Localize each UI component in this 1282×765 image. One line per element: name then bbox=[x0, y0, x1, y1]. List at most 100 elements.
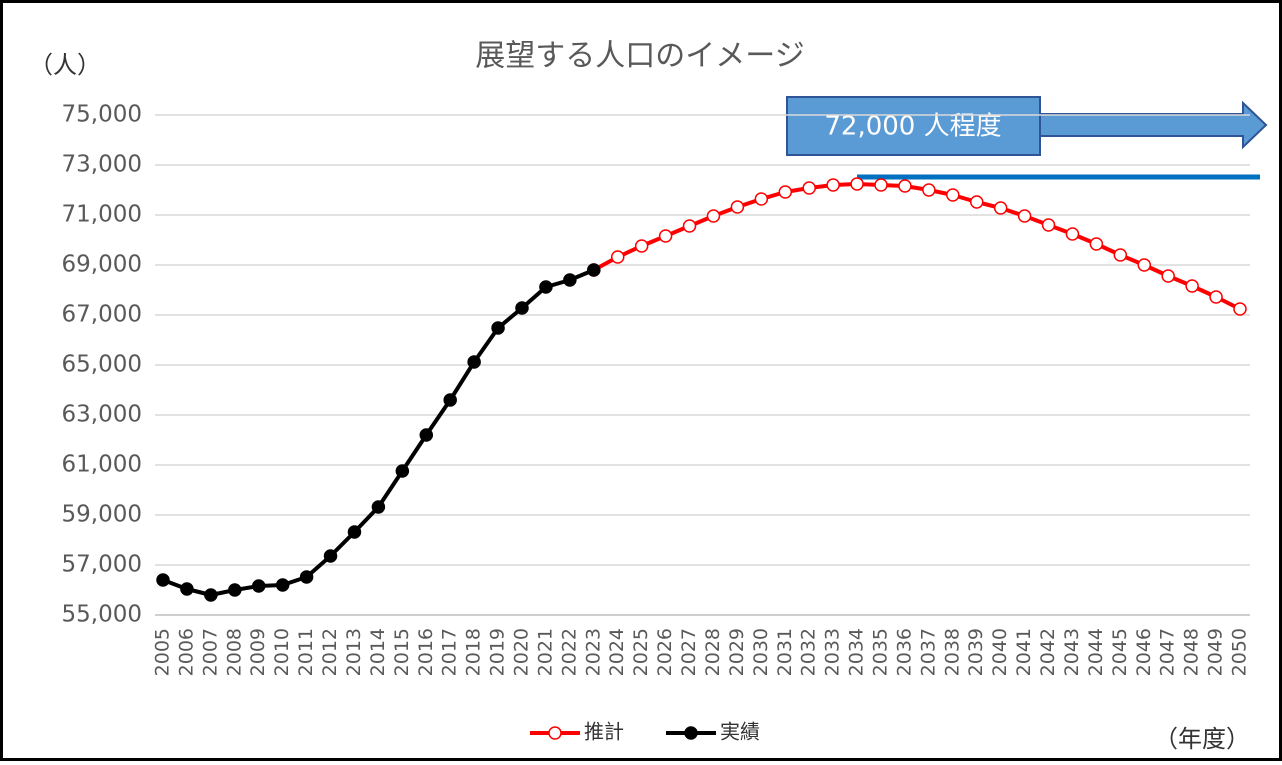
x-tick-label: 2016 bbox=[415, 628, 437, 676]
x-tick-label: 2047 bbox=[1157, 628, 1179, 676]
x-tick-label: 2029 bbox=[726, 628, 748, 676]
x-tick-label: 2011 bbox=[295, 628, 317, 676]
marker bbox=[1089, 237, 1104, 251]
marker bbox=[180, 582, 194, 596]
marker bbox=[443, 393, 457, 407]
y-tick-label: 69,000 bbox=[62, 252, 142, 278]
legend-marker bbox=[548, 726, 562, 740]
x-tick-label: 2041 bbox=[1013, 628, 1035, 676]
x-tick-label: 2044 bbox=[1085, 628, 1107, 676]
y-tick-label: 73,000 bbox=[62, 152, 142, 178]
marker bbox=[299, 570, 314, 584]
x-tick-label: 2048 bbox=[1181, 628, 1203, 676]
marker bbox=[323, 549, 338, 563]
marker bbox=[347, 525, 362, 539]
x-tick-label: 2039 bbox=[965, 628, 987, 676]
y-tick-label: 75,000 bbox=[62, 102, 142, 128]
legend-label: 実績 bbox=[720, 720, 760, 744]
marker bbox=[682, 219, 697, 233]
x-tick-label: 2046 bbox=[1133, 628, 1155, 676]
legend-label: 推計 bbox=[584, 720, 624, 744]
marker bbox=[419, 428, 434, 442]
x-tick-label: 2013 bbox=[343, 628, 365, 676]
marker bbox=[371, 500, 386, 514]
marker bbox=[946, 188, 960, 202]
x-tick-label: 2043 bbox=[1061, 628, 1083, 676]
marker bbox=[1017, 209, 1032, 223]
marker bbox=[1041, 218, 1056, 232]
marker bbox=[1137, 258, 1152, 272]
marker bbox=[874, 178, 888, 192]
series-line bbox=[592, 182, 1241, 311]
x-tick-label: 2031 bbox=[774, 628, 796, 676]
marker bbox=[539, 280, 553, 294]
legend: 推計 実績 bbox=[530, 720, 760, 744]
marker bbox=[228, 583, 242, 597]
marker bbox=[467, 355, 481, 369]
marker bbox=[922, 183, 936, 197]
legend-marker bbox=[684, 726, 698, 740]
x-tick-label: 2042 bbox=[1037, 628, 1059, 676]
x-tick-label: 2008 bbox=[223, 628, 245, 676]
x-tick-label: 2015 bbox=[391, 628, 413, 676]
x-tick-label: 2012 bbox=[319, 628, 341, 676]
annotation-arrow bbox=[1039, 100, 1268, 150]
y-tick-label: 55,000 bbox=[62, 602, 142, 628]
x-tick-label: 2022 bbox=[558, 628, 580, 676]
marker bbox=[658, 229, 673, 243]
x-tick-label: 2021 bbox=[534, 628, 556, 676]
x-tick-label: 2040 bbox=[989, 628, 1011, 676]
y-tick-label: 61,000 bbox=[62, 452, 142, 478]
x-tick-label: 2018 bbox=[463, 628, 485, 676]
x-tick-label: 2036 bbox=[893, 628, 915, 676]
marker bbox=[826, 178, 840, 192]
x-tick-label: 2049 bbox=[1205, 628, 1227, 676]
x-tick-label: 2006 bbox=[175, 628, 197, 676]
y-tick-label: 59,000 bbox=[62, 502, 142, 528]
x-tick-label: 2033 bbox=[822, 628, 844, 676]
x-tick-label: 2005 bbox=[152, 628, 174, 676]
x-tick-label: 2017 bbox=[439, 628, 461, 676]
x-tick-label: 2024 bbox=[606, 628, 628, 676]
marker bbox=[251, 579, 266, 593]
marker bbox=[587, 263, 601, 277]
x-tick-label: 2045 bbox=[1109, 628, 1131, 676]
x-tick-label: 2027 bbox=[678, 628, 700, 676]
x-tick-label: 2037 bbox=[917, 628, 939, 676]
marker bbox=[778, 185, 793, 199]
grid: 55,000 57,000 59,000 61,000 63,000 65,000 67,0… bbox=[62, 102, 1251, 677]
marker bbox=[754, 192, 769, 206]
marker bbox=[275, 578, 290, 592]
marker bbox=[1233, 302, 1247, 316]
marker bbox=[993, 201, 1008, 215]
x-tick-label: 2035 bbox=[870, 628, 892, 676]
marker bbox=[850, 177, 864, 191]
x-tick-label: 2050 bbox=[1229, 628, 1251, 676]
x-tick-label: 2038 bbox=[941, 628, 963, 676]
x-tick-label: 2010 bbox=[271, 628, 293, 676]
x-axis-label: （年度） bbox=[1154, 725, 1250, 753]
marker bbox=[156, 573, 170, 587]
marker bbox=[204, 588, 218, 602]
marker bbox=[898, 179, 912, 193]
marker bbox=[491, 321, 505, 335]
x-tick-label: 2026 bbox=[654, 628, 676, 676]
x-tick-label: 2007 bbox=[199, 628, 221, 676]
x-tick-label: 2028 bbox=[702, 628, 724, 676]
x-tick-label: 2023 bbox=[582, 628, 604, 676]
marker bbox=[1185, 279, 1199, 293]
marker bbox=[1209, 290, 1223, 304]
marker bbox=[730, 200, 745, 214]
marker bbox=[634, 239, 649, 253]
marker bbox=[515, 301, 529, 315]
marker bbox=[610, 250, 625, 264]
x-tick-label: 2034 bbox=[846, 628, 868, 676]
y-tick-label: 57,000 bbox=[62, 552, 142, 578]
marker bbox=[706, 209, 721, 223]
x-tick-label: 2020 bbox=[511, 628, 533, 676]
marker bbox=[802, 181, 816, 195]
marker bbox=[563, 273, 577, 287]
marker bbox=[1161, 269, 1175, 283]
marker bbox=[1065, 227, 1080, 241]
